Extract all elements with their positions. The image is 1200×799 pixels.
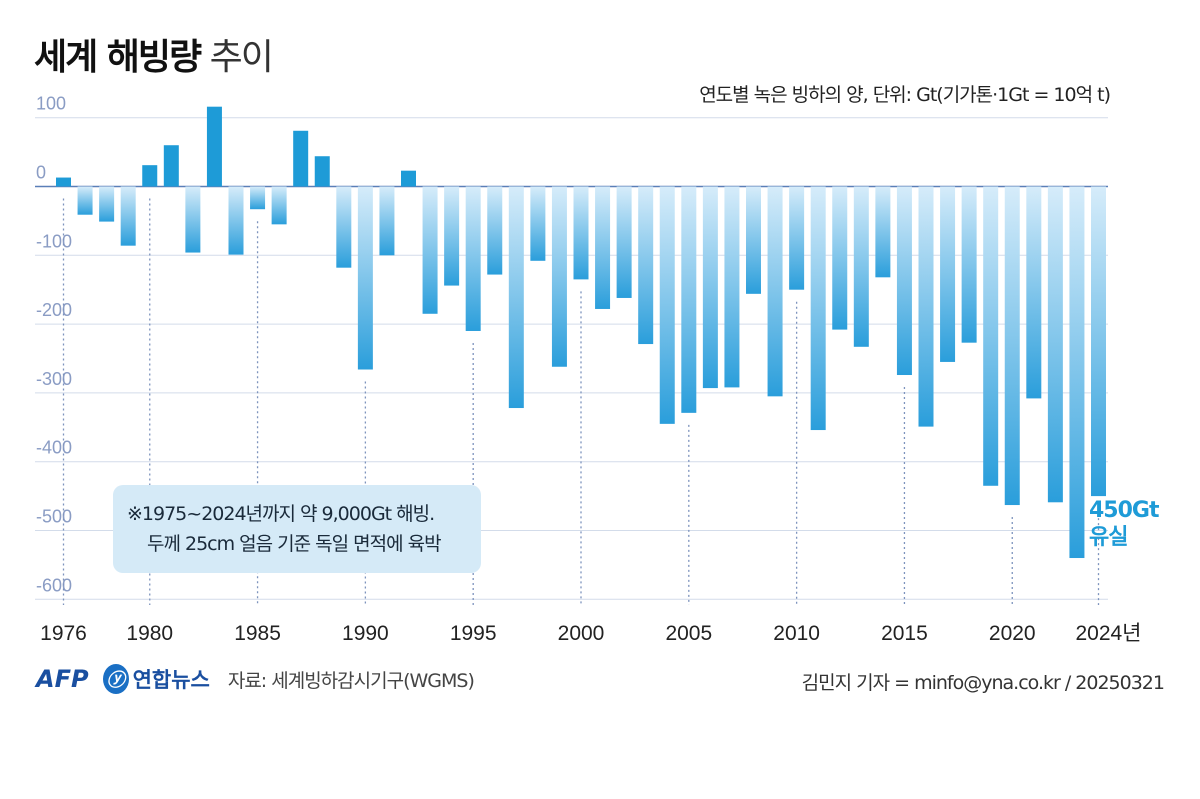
y-tick-label: 100	[36, 94, 66, 114]
bar-1984	[228, 186, 244, 255]
bar-2003	[638, 186, 654, 345]
bar-chart: 100 0 -100 -200 -300 -400 -500 -600 1976 1980 1985…	[35, 94, 1142, 645]
bar-2017	[940, 186, 956, 362]
x-tick-label: 1990	[342, 622, 389, 645]
bar-2021	[1026, 186, 1042, 399]
bar-1999	[551, 186, 567, 367]
note-box: ※1975~2024년까지 약 9,000Gt 해빙. 두께 25cm 얼음 기…	[113, 485, 481, 573]
bar-2008	[746, 186, 761, 294]
bar-1990	[357, 186, 373, 370]
x-tick-label: 2010	[773, 622, 820, 645]
x-tick-label: 1980	[126, 622, 173, 645]
bar-2009	[767, 186, 783, 397]
yna-mark-icon: ⓨ	[102, 664, 129, 694]
bar-1986	[271, 186, 287, 225]
bar-1978	[99, 186, 115, 222]
bar-2012	[832, 186, 848, 330]
x-tick-label: 2005	[665, 622, 712, 645]
x-tick-label: 2024년	[1075, 622, 1141, 645]
yna-logo: ⓨ 연합뉴스	[102, 664, 210, 694]
bar-2002	[616, 186, 632, 298]
bar-2013	[853, 186, 869, 347]
bar-2005	[681, 186, 697, 413]
x-tick-label: 1976	[40, 622, 87, 645]
bar-1996	[487, 186, 503, 275]
bar-1988	[314, 156, 330, 187]
bar-2015	[896, 186, 912, 376]
bar-1998	[530, 186, 546, 261]
bar-1983	[206, 106, 222, 187]
page-title: 세계 해빙량 추이	[34, 28, 274, 80]
source-text: 자료: 세계빙하감시기구(WGMS)	[227, 669, 475, 692]
callout-2024: 450Gt 유실	[1089, 497, 1159, 551]
credit-text: 김민지 기자 = minfo@yna.co.kr / 20250321	[801, 672, 1165, 694]
bar-2007	[724, 186, 740, 388]
bar-2014	[875, 186, 891, 278]
x-tick-label: 2020	[989, 622, 1036, 645]
bar-1987	[293, 130, 309, 187]
title-bold: 세계 해빙량	[34, 37, 202, 78]
bar-2023	[1069, 186, 1085, 559]
bar-1992	[401, 170, 416, 187]
x-tick-label: 2000	[558, 622, 605, 645]
bar-1993	[422, 186, 438, 314]
bar-1982	[185, 186, 201, 253]
bar-2006	[702, 186, 718, 389]
x-tick-label: 1985	[234, 622, 281, 645]
bar-1989	[336, 186, 352, 268]
y-tick-label: -100	[36, 231, 72, 251]
chart-subtitle: 연도별 녹은 빙하의 양, 단위: Gt(기가톤·1Gt = 10억 t)	[699, 84, 1111, 106]
callout-value: 450Gt	[1089, 498, 1159, 523]
y-tick-label: -600	[36, 575, 72, 595]
afp-logo: AFP	[36, 665, 89, 693]
bar-1995	[465, 186, 481, 331]
bar-1994	[444, 186, 460, 286]
note-line-2: 두께 25cm 얼음 기준 독일 면적에 육박	[147, 533, 442, 555]
bar-2019	[983, 186, 999, 486]
bar-2024	[1091, 186, 1106, 497]
bar-2000	[573, 186, 589, 280]
bar-1979	[120, 186, 136, 246]
title-light: 추이	[209, 37, 274, 78]
bar-1977	[77, 186, 93, 215]
bar-2020	[1004, 186, 1020, 506]
callout-label: 유실	[1089, 525, 1128, 550]
bar-1985	[250, 186, 266, 210]
bar-1997	[508, 186, 524, 409]
bar-2016	[918, 186, 934, 427]
bar-1981	[163, 145, 179, 187]
bar-1976	[56, 177, 71, 187]
bar-2004	[659, 186, 675, 424]
footer-left: AFP ⓨ 연합뉴스 자료: 세계빙하감시기구(WGMS)	[36, 664, 475, 694]
bar-1991	[379, 186, 395, 256]
bar-2022	[1047, 186, 1063, 503]
bar-1980	[142, 165, 158, 187]
x-tick-label: 1995	[450, 622, 497, 645]
y-tick-label: -200	[36, 300, 72, 320]
y-tick-label: -300	[36, 369, 72, 389]
yna-logo-text: 연합뉴스	[132, 668, 210, 692]
bar-2001	[595, 186, 611, 309]
y-tick-label: -400	[36, 438, 72, 458]
y-tick-label: 0	[36, 163, 46, 183]
bar-2010	[789, 186, 805, 290]
bar-2018	[961, 186, 977, 343]
note-line-1: ※1975~2024년까지 약 9,000Gt 해빙.	[127, 503, 435, 525]
x-tick-label: 2015	[881, 622, 928, 645]
bar-2011	[810, 186, 826, 431]
y-tick-label: -500	[36, 507, 72, 527]
